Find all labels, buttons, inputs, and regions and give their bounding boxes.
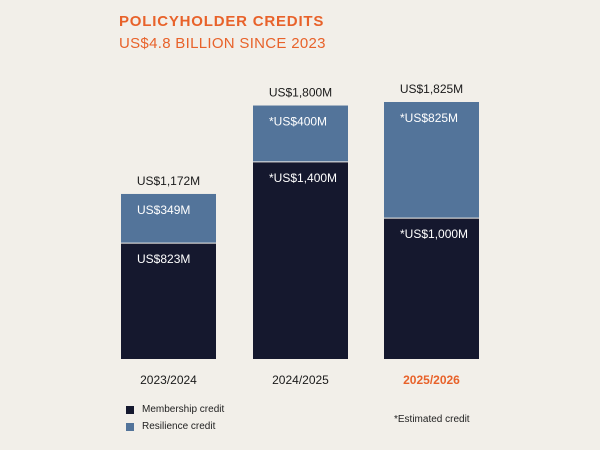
total-label-1: US$1,800M — [269, 86, 332, 100]
total-label-2: US$1,825M — [400, 82, 463, 96]
bar-membership-2 — [384, 218, 479, 359]
footnote: *Estimated credit — [394, 414, 470, 425]
legend-item-membership: Membership credit — [126, 404, 224, 415]
legend-label-resilience: Resilience credit — [142, 421, 216, 432]
data-label-membership-0: US$823M — [137, 252, 190, 266]
data-label-resilience-2: *US$825M — [400, 111, 458, 125]
bar-membership-0 — [121, 243, 216, 359]
category-label-2: 2025/2026 — [403, 373, 460, 387]
bar-membership-1 — [253, 161, 348, 359]
bar-resilience-0 — [121, 193, 216, 244]
category-label-0: 2023/2024 — [140, 373, 197, 387]
data-label-resilience-1: *US$400M — [269, 115, 327, 129]
bar-resilience-2 — [384, 102, 479, 219]
total-label-0: US$1,172M — [137, 174, 200, 188]
chart-title: POLICYHOLDER CREDITS — [119, 13, 325, 30]
data-label-resilience-0: US$349M — [137, 203, 190, 217]
category-label-1: 2024/2025 — [272, 373, 329, 387]
legend-swatch-membership — [126, 405, 134, 414]
legend-item-resilience: Resilience credit — [126, 421, 215, 432]
bar-resilience-1 — [253, 105, 348, 162]
legend-label-membership: Membership credit — [142, 404, 225, 415]
data-label-membership-1: *US$1,400M — [269, 171, 337, 185]
legend-swatch-resilience — [126, 422, 134, 431]
chart-subtitle: US$4.8 BILLION SINCE 2023 — [119, 35, 326, 52]
data-label-membership-2: *US$1,000M — [400, 227, 468, 241]
